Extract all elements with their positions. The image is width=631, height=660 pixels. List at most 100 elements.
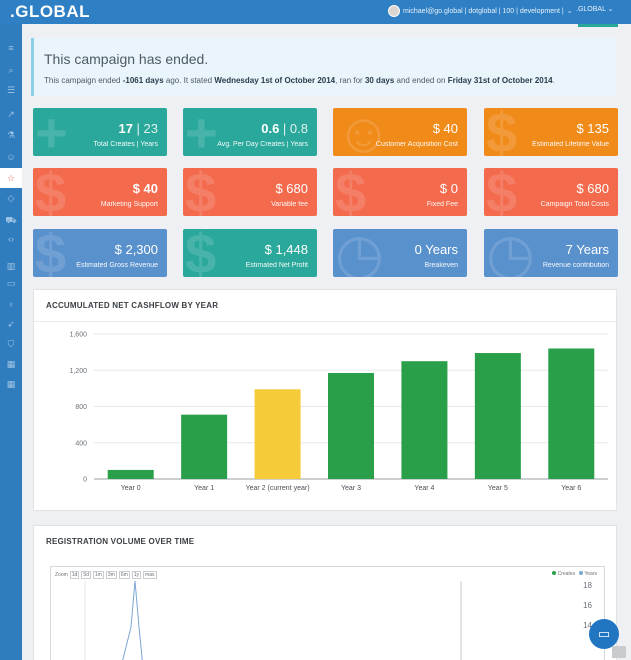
bar-year-5[interactable] (474, 353, 521, 479)
y-tick-label: 0 (83, 477, 87, 484)
chart-legend: Creates Years (552, 571, 597, 577)
folder-icon[interactable]: ▭ (6, 277, 16, 288)
card-acquisition-cost: ☺ $ 40 Customer Acquisition Cost (333, 108, 467, 156)
bar-year-2-current-year[interactable] (254, 389, 301, 479)
plot-spike (122, 580, 143, 660)
zoom-button-6m[interactable]: 6m (118, 571, 130, 579)
card-gross-revenue: $ $ 2,300 Estimated Gross Revenue (33, 229, 167, 277)
zoom-controls: Zoom 1d 5d 1m 3m 6m 1y max (55, 571, 157, 579)
alert-text-part: This campaign ended (44, 76, 123, 85)
user-icon[interactable]: ☺ (6, 152, 16, 162)
card-value: $ 40 (132, 181, 158, 196)
zoom-button-max[interactable]: max (143, 571, 157, 579)
domain-select-value: .GLOBAL (576, 6, 606, 13)
x-tick-label: Year 5 (488, 485, 508, 492)
x-tick-label: Year 0 (121, 485, 141, 492)
legend-marker (552, 571, 557, 575)
top-bar: .GLOBAL michael@go.global | dotglobal | … (0, 0, 631, 24)
plus-icon: + (185, 108, 218, 156)
card-breakeven: ◷ 0 Years Breakeven (333, 229, 467, 277)
dollar-icon: $ (35, 168, 67, 216)
chevron-down-icon: ⌄ (566, 8, 573, 15)
resize-grip[interactable] (612, 646, 626, 658)
card-total-costs: $ $ 680 Campaign Total Costs (484, 168, 618, 216)
card-lifetime-value: $ $ 135 Estimated Lifetime Value (484, 108, 618, 156)
search-icon[interactable]: ⌕ (8, 64, 14, 75)
alert-text-part: . (552, 76, 555, 85)
app-logo[interactable]: .GLOBAL (10, 2, 90, 21)
card-fixed-fee: $ $ 0 Fixed Fee (333, 168, 467, 216)
y-tick-label: 14 (583, 621, 592, 630)
y-tick-label: 400 (75, 440, 87, 447)
chat-icon: ▭ (597, 626, 611, 641)
trend-icon[interactable]: ↗ (7, 108, 15, 119)
card-marketing-support: $ $ 40 Marketing Support (33, 168, 167, 216)
cashflow-bar-chart: 0 400 800 1,200 1,600 Year 0 Year 1 Year 2 (cur… (69, 332, 608, 492)
x-tick-label: Year 1 (194, 485, 214, 492)
x-tick-label: Year 2 (current year) (246, 485, 310, 492)
bar-year-3[interactable] (328, 372, 374, 479)
card-value: 0 Years (414, 242, 458, 257)
bulb-icon[interactable]: ♁ (7, 299, 15, 309)
bar-year-4[interactable] (401, 361, 448, 479)
user-info: michael@go.global | dotglobal | 100 | de… (403, 7, 564, 15)
registration-chart: Zoom 1d 5d 1m 3m 6m 1y max Creates Years 18 16… (50, 566, 605, 660)
grid-icon[interactable]: ▦ (6, 358, 16, 369)
card-label: Estimated Lifetime Value (532, 141, 609, 148)
card-net-profit: $ $ 1,448 Estimated Net Profit (183, 229, 317, 277)
card-label: Marketing Support (100, 201, 158, 208)
card-value: $ 680 (275, 181, 308, 196)
y-tick-label: 16 (583, 601, 592, 610)
card-value-secondary: | 23 (132, 121, 158, 136)
rocket-icon[interactable]: ➶ (7, 318, 15, 329)
card-label: Campaign Total Costs (540, 201, 609, 208)
legend-item-creates[interactable]: Creates (552, 571, 575, 577)
diamond-icon[interactable]: ◇ (7, 192, 15, 203)
bar-year-0[interactable] (107, 469, 154, 479)
alert-text: This campaign ended -1061 days ago. It s… (44, 76, 555, 85)
legend-marker (579, 571, 584, 575)
alert-duration: 30 days (364, 76, 395, 85)
flask-icon[interactable]: ⚗ (6, 129, 16, 140)
menu-icon[interactable]: ≡ (8, 43, 14, 53)
shield-icon[interactable]: ⛉ (7, 338, 15, 349)
top-accent-bar (578, 24, 618, 27)
card-label: Avg. Per Day Creates | Years (217, 141, 308, 148)
user-menu[interactable]: michael@go.global | dotglobal | 100 | de… (388, 5, 573, 17)
alert-text-part: and ended on (394, 76, 448, 85)
card-label: Customer Acquisition Cost (375, 141, 458, 148)
dollar-icon: $ (486, 168, 518, 216)
grid-alt-icon[interactable]: ▦ (6, 378, 16, 389)
clock-icon: ◷ (335, 229, 384, 277)
zoom-button-1m[interactable]: 1m (92, 571, 104, 579)
card-label: Estimated Gross Revenue (76, 262, 158, 269)
alert-title: This campaign has ended. (44, 51, 209, 67)
card-value: $ 0 (439, 181, 458, 196)
domain-select[interactable]: .GLOBAL ⌄ (576, 5, 614, 13)
bar-chart-icon[interactable]: ▥ (6, 260, 16, 271)
zoom-button-5d[interactable]: 5d (81, 571, 91, 579)
chat-button[interactable]: ▭ (589, 619, 619, 649)
card-avg-per-day: + 0.6 | 0.8 Avg. Per Day Creates | Years (183, 108, 317, 156)
panel-title: REGISTRATION VOLUME OVER TIME (46, 537, 195, 546)
bar-year-6[interactable] (548, 348, 595, 480)
star-icon[interactable]: ☆ (0, 168, 22, 188)
zoom-button-1d[interactable]: 1d (69, 571, 80, 579)
card-label: Variable fee (271, 201, 308, 208)
alert-days-ago: -1061 days (122, 76, 164, 85)
legend-item-years[interactable]: Years (579, 571, 597, 577)
alert-text-part: ago. It stated (163, 76, 215, 85)
list-icon[interactable]: ☰ (6, 84, 16, 95)
code-icon[interactable]: ‹› (8, 234, 14, 244)
bar-year-1[interactable] (181, 414, 228, 479)
x-tick-label: Year 6 (561, 485, 581, 492)
card-value: $ 1,448 (264, 242, 308, 257)
zoom-button-1y[interactable]: 1y (131, 571, 142, 579)
y-tick-label: 18 (583, 581, 592, 590)
y-tick-label: 1,600 (69, 332, 87, 339)
cart-icon[interactable]: ⛟ (5, 215, 17, 225)
zoom-button-3m[interactable]: 3m (105, 571, 117, 579)
card-value: $ 680 (576, 181, 609, 196)
card-revenue-contribution: ◷ 7 Years Revenue contribution (484, 229, 618, 277)
card-total-creates: + 17 | 23 Total Creates | Years (33, 108, 167, 156)
